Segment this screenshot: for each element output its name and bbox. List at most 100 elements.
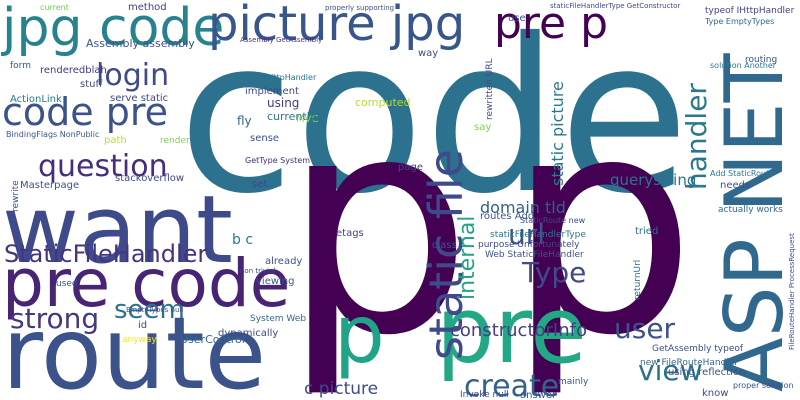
word: properly supporting [325, 4, 394, 12]
word: login [96, 58, 169, 93]
word: url [508, 218, 545, 251]
word: EmptyTypes null [126, 306, 183, 314]
word: user [614, 312, 676, 345]
word: code pre [2, 90, 168, 134]
word: using reflection [668, 367, 745, 378]
word: question [38, 149, 168, 184]
word: strong [10, 302, 99, 335]
word: Type EmptyTypes [704, 17, 774, 26]
word: viewing [256, 276, 295, 287]
word: path [104, 135, 127, 146]
word: returnUrl [633, 260, 643, 300]
word: id [138, 320, 147, 331]
word: GetAssembly typeof [652, 344, 744, 354]
word: routing [745, 55, 777, 65]
word: computed [355, 96, 411, 109]
word: FileRouteHandler ProcessRequest [788, 233, 796, 350]
word: c picture [304, 379, 378, 399]
word: Add StaticRoute [710, 169, 774, 178]
word: pre p [494, 0, 608, 49]
word: code [178, 0, 689, 240]
word: constructorInfo [450, 320, 587, 341]
word: internal [455, 216, 480, 300]
word: static file [419, 149, 473, 360]
word: class [432, 240, 457, 251]
word: etags [336, 228, 364, 239]
word: fly [237, 114, 252, 128]
word: StaticFileHandler [4, 240, 207, 268]
word: pre [436, 277, 587, 384]
word: want [2, 176, 233, 285]
word: staticFileHandlerType [490, 230, 586, 240]
word: Type [521, 256, 586, 289]
word: anyway [122, 335, 157, 345]
word: needs [720, 180, 750, 191]
word: mainly [558, 377, 589, 387]
word: purpose Unfortunately [478, 240, 580, 250]
word: Web StaticFileHandler [485, 250, 584, 260]
word: handler [680, 83, 713, 190]
word: jpg code [1, 0, 224, 58]
word: used [56, 279, 78, 289]
word: current [40, 3, 69, 12]
word: Invoke null [460, 390, 509, 400]
word: set [252, 179, 267, 190]
word: StaticRoute new [520, 216, 586, 225]
word: System Web [250, 314, 306, 324]
word: sense [250, 133, 279, 144]
word: method [128, 2, 167, 13]
word: create [464, 369, 559, 400]
word: implement [245, 86, 299, 97]
word: proper solution [733, 381, 794, 390]
word: ActionLink [10, 94, 62, 105]
word: pre code [2, 245, 290, 322]
word: use [508, 13, 526, 24]
word: page [398, 162, 423, 173]
word: MVC [296, 114, 318, 125]
word: solution Another [710, 61, 777, 70]
word: p [282, 52, 472, 400]
word: ASP NET [708, 52, 800, 392]
word: GetType System [245, 156, 310, 165]
word: currently [267, 110, 317, 123]
word: way [418, 48, 438, 59]
word: Assembly assembly [86, 37, 195, 50]
word: already [265, 256, 302, 267]
word: using [267, 96, 299, 110]
word: serve static [110, 93, 168, 104]
word: view [638, 354, 702, 387]
word: stackoverflow [115, 173, 184, 184]
word: querystring [610, 171, 696, 189]
word: Masterpage [20, 180, 79, 191]
word: seem [114, 295, 185, 325]
word: non trivial [240, 267, 275, 275]
word: Assembly GetAssembly [240, 36, 322, 44]
word: answer [520, 390, 557, 400]
word: picture jpg [208, 0, 465, 52]
word: UserControl [180, 333, 245, 346]
word: rewrite [11, 180, 21, 212]
word: renderedblah [40, 65, 107, 76]
word: tried [635, 226, 658, 237]
word: rewritten URL [485, 58, 495, 120]
word: typeof IHttpHandler [705, 6, 795, 16]
word: b c [232, 232, 253, 248]
word: return IHttpHandler [238, 73, 317, 82]
word: new FileRouteHandler [640, 358, 738, 368]
word: actually works [718, 205, 783, 215]
word: say [474, 122, 491, 133]
word: dynamically [218, 328, 278, 339]
word: render [160, 136, 190, 146]
word: route [2, 295, 266, 400]
word: routes Add [480, 211, 534, 222]
word: know [702, 388, 728, 399]
word: p [506, 52, 696, 400]
word: p [334, 288, 385, 381]
word: stuff [80, 79, 103, 90]
word: static picture [548, 81, 567, 186]
word: staticFileHandlerType GetConstructor [550, 2, 680, 10]
word: form [10, 61, 31, 71]
word: domain tld [480, 198, 566, 217]
